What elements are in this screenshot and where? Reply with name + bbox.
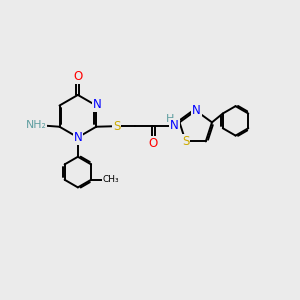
Text: O: O [149,137,158,150]
Text: N: N [74,131,82,144]
Text: N: N [93,98,101,111]
Text: S: S [113,120,121,133]
Text: CH₃: CH₃ [103,175,119,184]
Text: N: N [170,119,179,132]
Text: H: H [166,114,174,124]
Text: N: N [192,104,201,117]
Text: O: O [73,70,83,83]
Text: NH₂: NH₂ [26,120,46,130]
Text: S: S [182,135,189,148]
